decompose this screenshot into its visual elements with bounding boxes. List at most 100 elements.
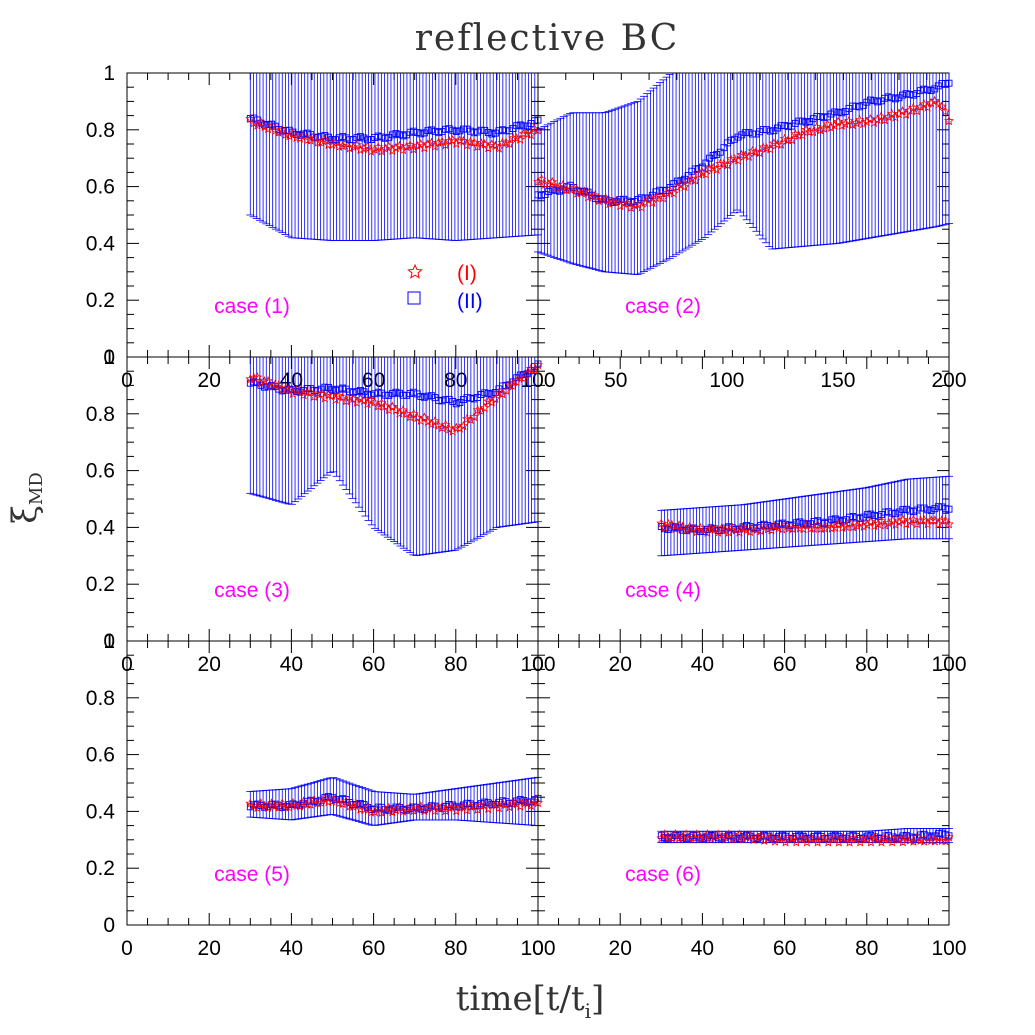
series-i-marker bbox=[529, 365, 540, 375]
series-ii-marker bbox=[431, 127, 439, 135]
series-ii-marker bbox=[927, 506, 935, 514]
series-ii-marker bbox=[750, 524, 758, 532]
series-i-marker bbox=[255, 377, 266, 388]
series-ii-marker bbox=[481, 126, 489, 134]
series-i-marker bbox=[901, 518, 912, 529]
series-i-marker bbox=[469, 411, 480, 422]
series-i-marker bbox=[776, 139, 787, 149]
series-i-marker bbox=[711, 164, 722, 174]
series-ii-marker bbox=[885, 508, 893, 516]
series-ii-marker bbox=[392, 388, 400, 396]
series-ii-marker bbox=[534, 191, 542, 199]
series-ii-marker bbox=[656, 186, 663, 194]
y-tick-label: 0.2 bbox=[86, 857, 115, 880]
series-ii-marker bbox=[895, 508, 903, 516]
y-tick-label: 0.2 bbox=[86, 289, 115, 312]
series-ii-marker bbox=[367, 136, 375, 143]
series-ii-marker bbox=[481, 798, 489, 806]
series-i-marker bbox=[525, 129, 536, 140]
series-i-marker bbox=[904, 105, 915, 115]
series-ii-marker bbox=[435, 396, 442, 404]
series-i-marker bbox=[458, 135, 469, 146]
series-i-marker bbox=[894, 517, 905, 527]
series-ii-marker bbox=[470, 129, 478, 137]
x-tick-label: 80 bbox=[855, 653, 878, 676]
series-i-marker bbox=[583, 192, 594, 202]
series-ii-marker bbox=[718, 526, 726, 534]
series-i-marker bbox=[316, 388, 327, 399]
series-ii-marker bbox=[661, 525, 669, 533]
series-ii-marker bbox=[863, 832, 871, 840]
legend-star-shape bbox=[407, 263, 423, 279]
series-ii-marker bbox=[374, 388, 382, 396]
series-i-marker bbox=[844, 837, 855, 847]
x-tick-label: 0 bbox=[532, 937, 544, 960]
series-i-marker bbox=[590, 190, 601, 200]
series-ii-marker bbox=[339, 133, 347, 141]
series-ii-marker bbox=[424, 392, 432, 400]
series-ii-marker bbox=[778, 831, 786, 839]
series-ii-marker bbox=[456, 127, 464, 135]
series-i-marker bbox=[422, 803, 433, 813]
series-i-marker bbox=[444, 135, 455, 146]
series-i-marker bbox=[291, 800, 302, 811]
series-i-marker bbox=[647, 197, 658, 208]
series-i-marker bbox=[454, 135, 465, 145]
series-ii-marker bbox=[321, 383, 329, 391]
series-i-marker bbox=[663, 832, 674, 843]
series-ii-marker bbox=[831, 831, 839, 839]
series-i-marker bbox=[540, 179, 551, 189]
series-i-marker bbox=[312, 137, 323, 147]
series-i-marker bbox=[383, 802, 394, 813]
series-ii-marker bbox=[502, 127, 510, 135]
series-ii-marker bbox=[679, 526, 687, 534]
series-ii-marker bbox=[784, 123, 792, 131]
series-i-marker bbox=[618, 198, 629, 208]
x-tick-label: 40 bbox=[691, 653, 714, 676]
series-ii-marker bbox=[516, 121, 524, 129]
series-i-marker bbox=[904, 516, 915, 526]
series-i-marker bbox=[762, 833, 773, 843]
series-i-marker bbox=[833, 116, 844, 126]
series-i-marker bbox=[273, 802, 284, 812]
series-i-marker bbox=[316, 797, 327, 808]
series-i-marker bbox=[408, 408, 419, 419]
series-i-marker bbox=[387, 145, 398, 155]
series-i-marker bbox=[486, 799, 497, 810]
series-ii-marker bbox=[364, 390, 371, 398]
series-ii-marker bbox=[902, 505, 910, 513]
series-ii-marker bbox=[752, 130, 760, 138]
series-ii-marker bbox=[713, 150, 721, 158]
series-i-marker bbox=[809, 833, 820, 843]
series-ii-marker bbox=[356, 133, 364, 141]
series-ii-marker bbox=[892, 835, 900, 843]
series-ii-marker bbox=[527, 367, 535, 375]
series-ii-marker bbox=[884, 93, 892, 101]
series-i-marker bbox=[876, 836, 887, 847]
series-ii-marker bbox=[410, 127, 418, 135]
series-ii-marker bbox=[927, 87, 935, 95]
x-tick-label: 20 bbox=[198, 653, 221, 676]
series-i-marker bbox=[412, 140, 423, 151]
series-i-marker bbox=[713, 527, 724, 537]
series-ii-marker bbox=[314, 134, 322, 142]
series-ii-marker bbox=[356, 386, 364, 394]
series-i-marker bbox=[679, 181, 690, 192]
series-ii-marker bbox=[845, 104, 853, 112]
series-ii-marker bbox=[491, 129, 499, 137]
series-ii-marker bbox=[709, 152, 717, 159]
series-ii-marker bbox=[463, 125, 471, 133]
series-ii-marker bbox=[385, 133, 393, 141]
series-i-marker bbox=[794, 523, 805, 533]
series-i-marker bbox=[430, 805, 440, 816]
series-ii-marker bbox=[757, 521, 765, 529]
series-i-marker bbox=[865, 516, 876, 527]
series-ii-marker bbox=[506, 799, 514, 807]
series-ii-marker bbox=[738, 131, 746, 139]
series-i-marker bbox=[922, 519, 933, 529]
series-ii-marker bbox=[261, 383, 268, 391]
series-ii-marker bbox=[892, 510, 900, 518]
series-i-marker bbox=[405, 801, 416, 811]
